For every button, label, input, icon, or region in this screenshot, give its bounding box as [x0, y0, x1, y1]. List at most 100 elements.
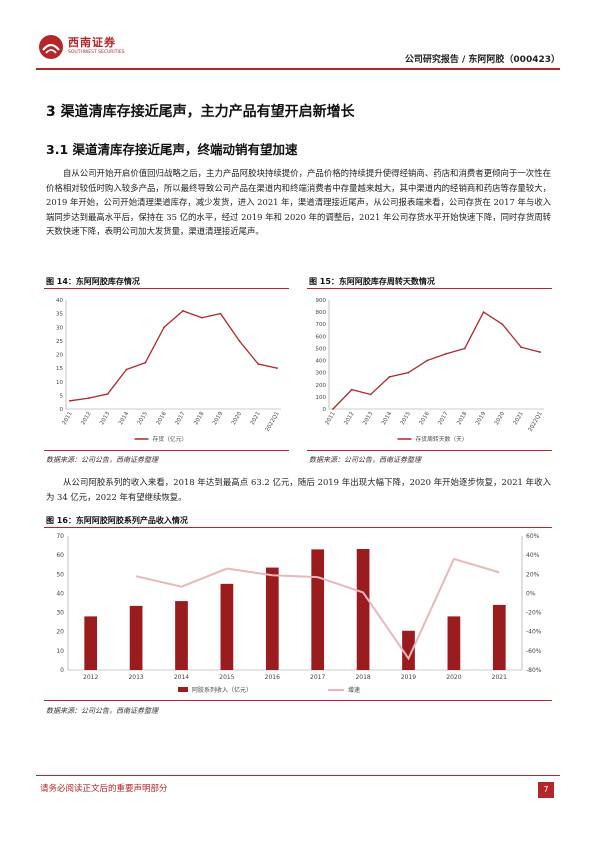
x-tick-label: 2021: [492, 674, 507, 681]
revenue-bar: [402, 630, 415, 670]
y-tick-label: 20: [56, 629, 64, 636]
y-tick-label: 200: [316, 383, 327, 389]
figure-14-title: 图 14：东阿阿胶库存情况: [46, 277, 140, 286]
data-point: [482, 311, 485, 314]
x-tick-label: 2019: [401, 674, 416, 681]
x-tick-label: 2018: [456, 411, 468, 427]
figure-16-source: 数据来源：公司公告，西南证券整理: [46, 707, 158, 715]
x-tick-label: 2017: [174, 411, 186, 427]
paragraph-text: 自从公司开始开启价值回归战略之后，主力产品阿胶块持续提价，产品价格的持续提升使得…: [46, 168, 551, 237]
figure-16-top-rule: [44, 527, 552, 528]
data-point: [350, 388, 353, 391]
data-point: [407, 371, 410, 374]
y2-tick-label: -60%: [526, 648, 542, 655]
legend-label: 存货（亿元）: [153, 435, 188, 443]
data-point: [238, 339, 241, 342]
y-tick-label: 25: [56, 339, 63, 345]
page-number: 7: [538, 782, 554, 798]
x-tick-label: 2016: [156, 411, 168, 427]
revenue-bar: [265, 567, 279, 670]
data-point: [445, 352, 447, 355]
revenue-bar: [129, 605, 143, 670]
y-tick-label: 300: [316, 371, 327, 377]
y-tick-label: 35: [56, 312, 63, 318]
x-tick-label: 2012: [83, 674, 98, 681]
data-point: [276, 367, 278, 370]
y-tick-label: 70: [56, 533, 64, 540]
legend-label: 增速: [348, 686, 360, 694]
x-tick-label: 2011: [62, 411, 74, 426]
figure-15-chart: 0 100 200 300 400 500 600 700 800 900 2011 2012 2013…: [316, 298, 544, 443]
data-point: [182, 310, 184, 312]
y-tick-label: 700: [316, 322, 327, 328]
y-tick-label: 600: [316, 334, 327, 340]
legend-label: 存货周转天数（天）: [416, 435, 468, 443]
header-divider: [36, 68, 560, 70]
data-point: [144, 361, 147, 364]
x-tick-label: 2018: [193, 411, 205, 427]
figure-16-title: 图 16：东阿阿胶阿胶系列产品收入情况: [46, 516, 188, 525]
data-point: [200, 316, 203, 319]
y-tick-label: 100: [316, 395, 327, 401]
x-tick-label: 2012: [343, 411, 355, 426]
data-point: [426, 359, 428, 362]
figure-16-chart: 0 10 20 30 40 50 60 70 -80% -60% -40% -20% 0% 20% 40% 6…: [56, 533, 542, 694]
footer-disclaimer: 请务必阅读正文后的重要声明部分: [40, 784, 168, 794]
figure-14-source: 数据来源：公司公告，西南证券整理: [46, 456, 158, 464]
y2-tick-label: 40%: [526, 552, 540, 559]
x-tick-label: 2016: [265, 674, 280, 681]
legend-label: 阿胶系列收入（亿元）: [192, 686, 252, 694]
revenue-bar: [311, 549, 325, 670]
y-tick-label: 30: [56, 610, 64, 617]
x-tick-label: 2015: [400, 411, 412, 427]
data-point: [69, 399, 71, 402]
revenue-bar: [492, 604, 506, 670]
data-point: [332, 408, 334, 410]
x-tick-label: 2011: [325, 411, 337, 426]
data-point: [369, 393, 372, 396]
figure-14-chart: 0 5 10 15 20 25 30 35 40 2011 2012 2013 2014 2015 2016…: [56, 298, 281, 443]
revenue-bar: [447, 616, 461, 670]
data-point: [257, 363, 260, 365]
y-tick-label: 10: [56, 380, 63, 386]
revenue-bar: [84, 616, 98, 670]
y-tick-label: 10: [56, 648, 64, 655]
figure-15-top-rule: [307, 288, 552, 289]
x-tick-label: 2016: [419, 411, 431, 427]
revenue-bar: [175, 601, 188, 670]
figure-15-source: 数据来源：公司公告，西南证券整理: [309, 456, 421, 464]
figure-15-bottom-rule: [307, 450, 552, 451]
x-tick-label: 2019: [212, 411, 224, 427]
data-point: [501, 323, 504, 326]
x-tick-label: 2017: [437, 411, 449, 427]
x-tick-label: 2017: [310, 674, 325, 681]
x-tick-label: 2020: [231, 411, 243, 427]
revenue-bar: [356, 549, 370, 670]
page-header: 西南证券 SOUTHWEST SECURITIES 公司研究报告 / 东阿阿胶（…: [36, 28, 560, 68]
logo-emblem-icon: [39, 35, 63, 59]
data-point: [463, 347, 466, 350]
y-tick-label: 0: [60, 407, 64, 413]
y2-tick-label: 20%: [526, 571, 540, 578]
data-point: [388, 376, 391, 378]
y2-tick-label: -40%: [526, 629, 542, 636]
x-tick-label: 2013: [99, 411, 111, 427]
y-tick-label: 15: [56, 366, 63, 372]
x-tick-label: 2019: [475, 411, 487, 427]
y-tick-label: 20: [56, 353, 63, 359]
x-tick-label: 2020: [494, 411, 506, 427]
y2-tick-label: 60%: [526, 533, 540, 540]
x-tick-label: 2015: [219, 674, 234, 681]
footer-divider: [36, 775, 560, 776]
figure-14-bottom-rule: [44, 450, 289, 451]
company-logo: 西南证券 SOUTHWEST SECURITIES: [36, 28, 146, 68]
paragraph-text: 从公司阿胶系列的收入来看，2018 年达到最高点 63.2 亿元，随后 2019…: [46, 477, 551, 502]
figure-15-title: 图 15：东阿阿胶库存周转天数情况: [309, 277, 435, 286]
y2-tick-label: -80%: [526, 667, 542, 674]
logo-text-cn: 西南证券: [68, 36, 116, 49]
legend-swatch-bar: [178, 687, 188, 692]
revenue-bar: [220, 583, 234, 670]
figure-16-bottom-rule: [44, 700, 552, 701]
y-tick-label: 400: [316, 359, 327, 365]
section-heading: 3 渠道清库存接近尾声，主力产品有望开启新增长: [46, 104, 355, 120]
